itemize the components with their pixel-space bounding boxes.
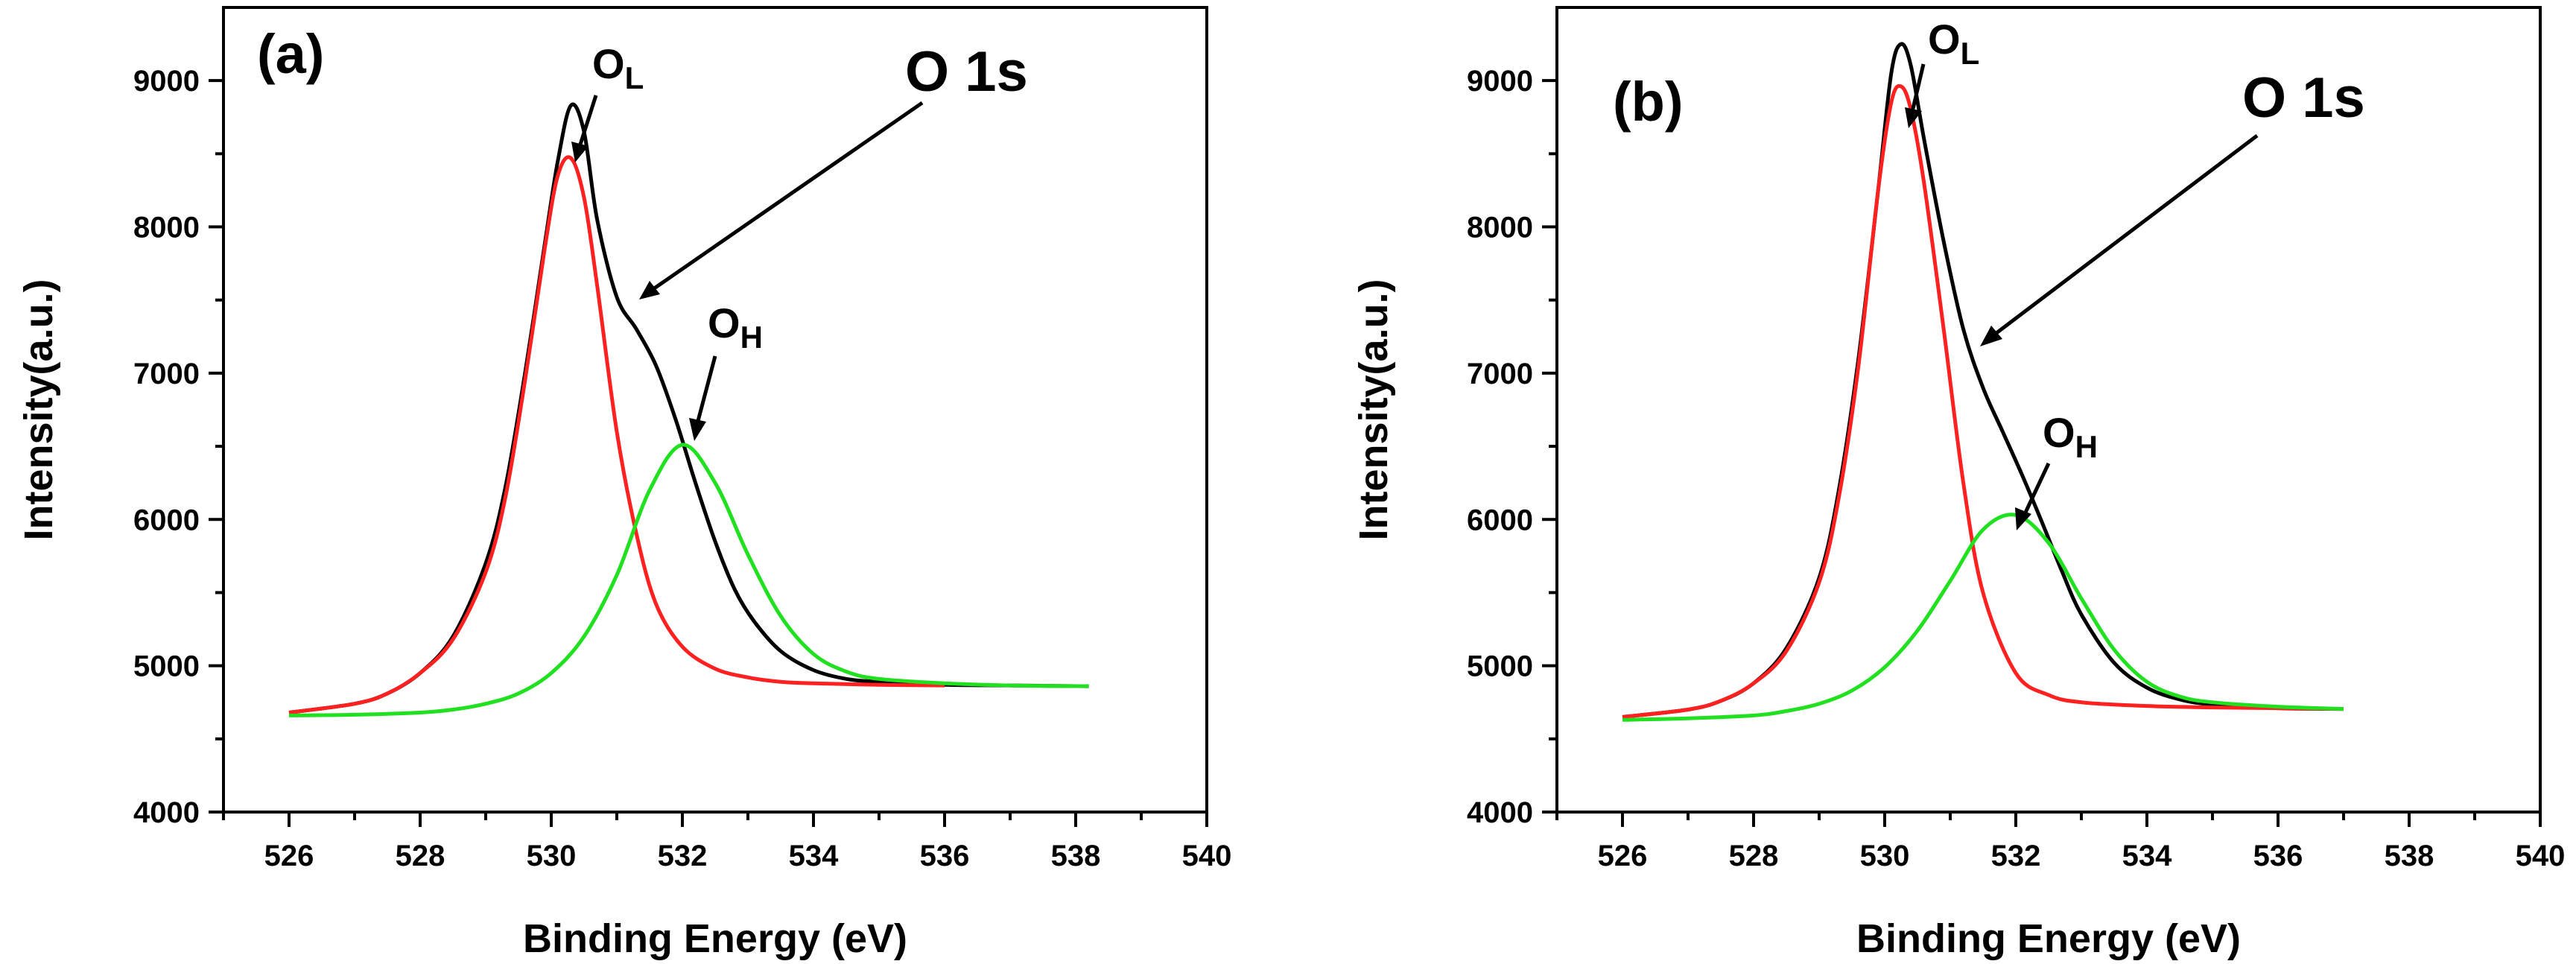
x-tick-label: 540 bbox=[2516, 840, 2566, 872]
x-tick-label: 530 bbox=[1860, 840, 1910, 872]
annotation-ol: OL bbox=[1928, 16, 1979, 71]
arrow-oh bbox=[689, 355, 717, 441]
x-tick-label: 540 bbox=[1182, 840, 1232, 872]
x-tick-label: 536 bbox=[920, 840, 970, 872]
x-tick-label: 528 bbox=[396, 840, 445, 872]
tick-marks bbox=[1542, 79, 2542, 827]
panel-b: 526 528 530 532 534 536 538 540 4000 5000 6000 700… bbox=[1351, 6, 2566, 961]
y-axis-title: Intensity(a.u.) bbox=[1351, 279, 1396, 540]
y-tick-label: 9000 bbox=[133, 65, 200, 98]
y-tick-label: 7000 bbox=[1467, 358, 1533, 390]
x-tick-label: 532 bbox=[658, 840, 708, 872]
x-tick-label: 526 bbox=[264, 840, 314, 872]
y-tick-label: 6000 bbox=[1467, 504, 1533, 536]
x-tick-label: 532 bbox=[1991, 840, 2041, 872]
y-tick-label: 5000 bbox=[133, 650, 200, 683]
series-lines bbox=[288, 102, 1089, 717]
arrow-ol bbox=[1905, 63, 1926, 128]
series-line-o-h-component bbox=[288, 443, 1089, 717]
panel-label: (b) bbox=[1613, 71, 1684, 133]
plot-frame bbox=[1555, 6, 2542, 814]
x-tick-labels: 526 528 530 532 534 536 538 540 bbox=[264, 840, 1232, 872]
annotation-oh: OH bbox=[2043, 409, 2098, 464]
x-tick-labels: 526 528 530 532 534 536 538 540 bbox=[1598, 840, 2566, 872]
annotation-ol: OL bbox=[592, 40, 644, 95]
x-tick-label: 526 bbox=[1598, 840, 1648, 872]
x-tick-label: 530 bbox=[527, 840, 577, 872]
annotation-o1s: O 1s bbox=[2242, 66, 2365, 130]
series-lines bbox=[1622, 42, 2344, 722]
y-tick-label: 7000 bbox=[133, 358, 200, 390]
y-axis-title: Intensity(a.u.) bbox=[16, 279, 61, 540]
x-axis-title: Binding Energy (eV) bbox=[523, 916, 907, 961]
y-tick-label: 4000 bbox=[1467, 796, 1533, 829]
x-tick-label: 536 bbox=[2253, 840, 2303, 872]
annotation-o1s: O 1s bbox=[905, 40, 1028, 104]
y-tick-label: 9000 bbox=[1467, 65, 1533, 98]
x-tick-label: 528 bbox=[1729, 840, 1779, 872]
plot-frame bbox=[222, 6, 1208, 814]
panel-a: 526 528 530 532 534 536 538 540 4000 5000 6000 700… bbox=[16, 6, 1232, 961]
panel-label: (a) bbox=[257, 23, 324, 85]
arrow-oh bbox=[2015, 462, 2051, 530]
y-tick-label: 6000 bbox=[133, 504, 200, 536]
y-tick-label: 4000 bbox=[133, 796, 200, 829]
arrow-o1s bbox=[1980, 134, 2259, 346]
series-line-o-1s-envelope bbox=[288, 102, 1089, 714]
arrow-o1s bbox=[639, 101, 924, 299]
x-axis-title: Binding Energy (eV) bbox=[1856, 916, 2241, 961]
y-tick-labels: 4000 5000 6000 7000 8000 9000 bbox=[1467, 65, 1533, 829]
annotation-oh: OH bbox=[708, 299, 763, 355]
series-line-o-h-component bbox=[1622, 513, 2344, 722]
y-tick-label: 8000 bbox=[1467, 212, 1533, 244]
x-tick-label: 534 bbox=[2122, 840, 2172, 872]
series-line-o-l-component bbox=[288, 155, 945, 714]
x-tick-label: 538 bbox=[2385, 840, 2434, 872]
series-line-o-l-component bbox=[1622, 83, 2344, 719]
x-tick-label: 534 bbox=[789, 840, 839, 872]
y-tick-label: 5000 bbox=[1467, 650, 1533, 683]
y-tick-labels: 4000 5000 6000 7000 8000 9000 bbox=[133, 65, 200, 829]
arrow-ol bbox=[571, 95, 598, 162]
y-tick-label: 8000 bbox=[133, 212, 200, 244]
x-tick-label: 538 bbox=[1051, 840, 1101, 872]
tick-marks bbox=[209, 79, 1208, 827]
